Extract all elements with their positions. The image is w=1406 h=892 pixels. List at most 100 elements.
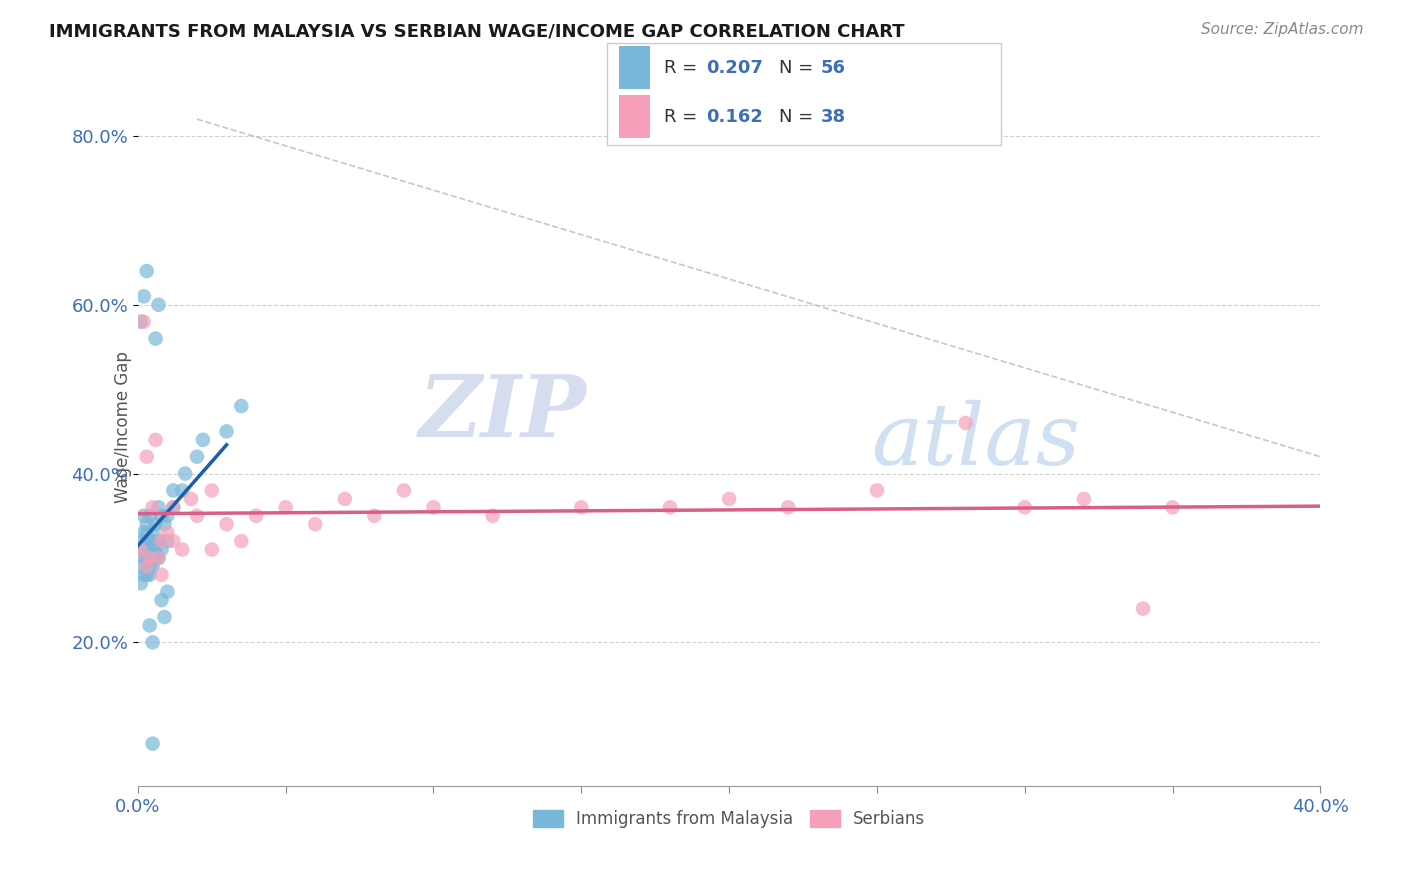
Point: [135, 517, 157, 532]
Point: [129, 559, 152, 574]
Point: [231, 399, 253, 413]
Point: [180, 491, 202, 506]
Point: [153, 610, 176, 624]
Point: [135, 559, 157, 574]
Point: [145, 332, 167, 346]
Point: [148, 500, 170, 515]
Point: [231, 534, 253, 549]
Point: [145, 542, 167, 557]
Point: [142, 542, 165, 557]
Point: [186, 508, 208, 523]
Point: [132, 567, 155, 582]
Point: [1073, 491, 1095, 506]
Point: [135, 534, 157, 549]
Point: [569, 500, 592, 515]
Point: [659, 500, 682, 515]
Text: 0.207: 0.207: [706, 59, 762, 77]
Point: [150, 567, 173, 582]
Point: [135, 567, 157, 582]
Point: [718, 491, 741, 506]
Point: [201, 483, 224, 498]
Point: [142, 737, 165, 751]
Point: [145, 517, 167, 532]
Point: [138, 551, 160, 566]
Point: [778, 500, 800, 515]
Point: [333, 491, 356, 506]
Point: [138, 542, 160, 557]
Point: [150, 534, 173, 549]
Point: [150, 593, 173, 607]
Point: [148, 551, 170, 566]
Point: [142, 500, 165, 515]
Point: [132, 315, 155, 329]
Point: [162, 500, 184, 515]
Point: [156, 508, 179, 523]
Point: [135, 450, 157, 464]
Point: [135, 525, 157, 540]
Point: [162, 500, 184, 515]
Point: [150, 542, 173, 557]
Point: [142, 534, 165, 549]
Point: [148, 551, 170, 566]
Point: [132, 289, 155, 303]
Point: [162, 483, 184, 498]
Point: [162, 534, 184, 549]
Point: [132, 525, 155, 540]
Point: [142, 525, 165, 540]
Text: R =: R =: [664, 108, 703, 126]
Point: [138, 534, 160, 549]
Point: [129, 542, 152, 557]
Text: ZIP: ZIP: [419, 371, 588, 455]
Point: [132, 508, 155, 523]
Point: [304, 517, 326, 532]
Point: [866, 483, 889, 498]
Point: [138, 567, 160, 582]
Point: [186, 450, 208, 464]
Point: [148, 298, 170, 312]
Point: [142, 559, 165, 574]
Point: [129, 315, 152, 329]
Point: [955, 416, 977, 430]
Point: [156, 534, 179, 549]
Point: [245, 508, 267, 523]
Point: [135, 542, 157, 557]
Point: [135, 551, 157, 566]
Text: N =: N =: [779, 108, 818, 126]
Point: [129, 576, 152, 591]
Point: [138, 551, 160, 566]
Point: [172, 542, 194, 557]
Y-axis label: Wage/Income Gap: Wage/Income Gap: [114, 351, 132, 503]
Point: [191, 433, 214, 447]
Point: [145, 433, 167, 447]
Point: [1132, 601, 1154, 615]
Point: [142, 551, 165, 566]
Point: [135, 559, 157, 574]
Point: [148, 534, 170, 549]
Point: [138, 618, 160, 632]
Point: [153, 517, 176, 532]
Point: [174, 467, 197, 481]
Text: R =: R =: [664, 59, 703, 77]
Point: [215, 425, 238, 439]
Point: [363, 508, 385, 523]
Point: [138, 559, 160, 574]
Point: [132, 534, 155, 549]
Point: [274, 500, 297, 515]
Point: [129, 542, 152, 557]
Point: [172, 483, 194, 498]
Point: [1014, 500, 1036, 515]
Text: 38: 38: [821, 108, 846, 126]
Text: atlas: atlas: [870, 401, 1080, 483]
Point: [422, 500, 444, 515]
Text: N =: N =: [779, 59, 818, 77]
Text: 0.162: 0.162: [706, 108, 762, 126]
Point: [138, 508, 160, 523]
Point: [215, 517, 238, 532]
Point: [392, 483, 415, 498]
Point: [156, 525, 179, 540]
Point: [142, 635, 165, 649]
Point: [135, 264, 157, 278]
Legend: Immigrants from Malaysia, Serbians: Immigrants from Malaysia, Serbians: [526, 804, 932, 835]
Point: [1161, 500, 1184, 515]
Point: [481, 508, 503, 523]
